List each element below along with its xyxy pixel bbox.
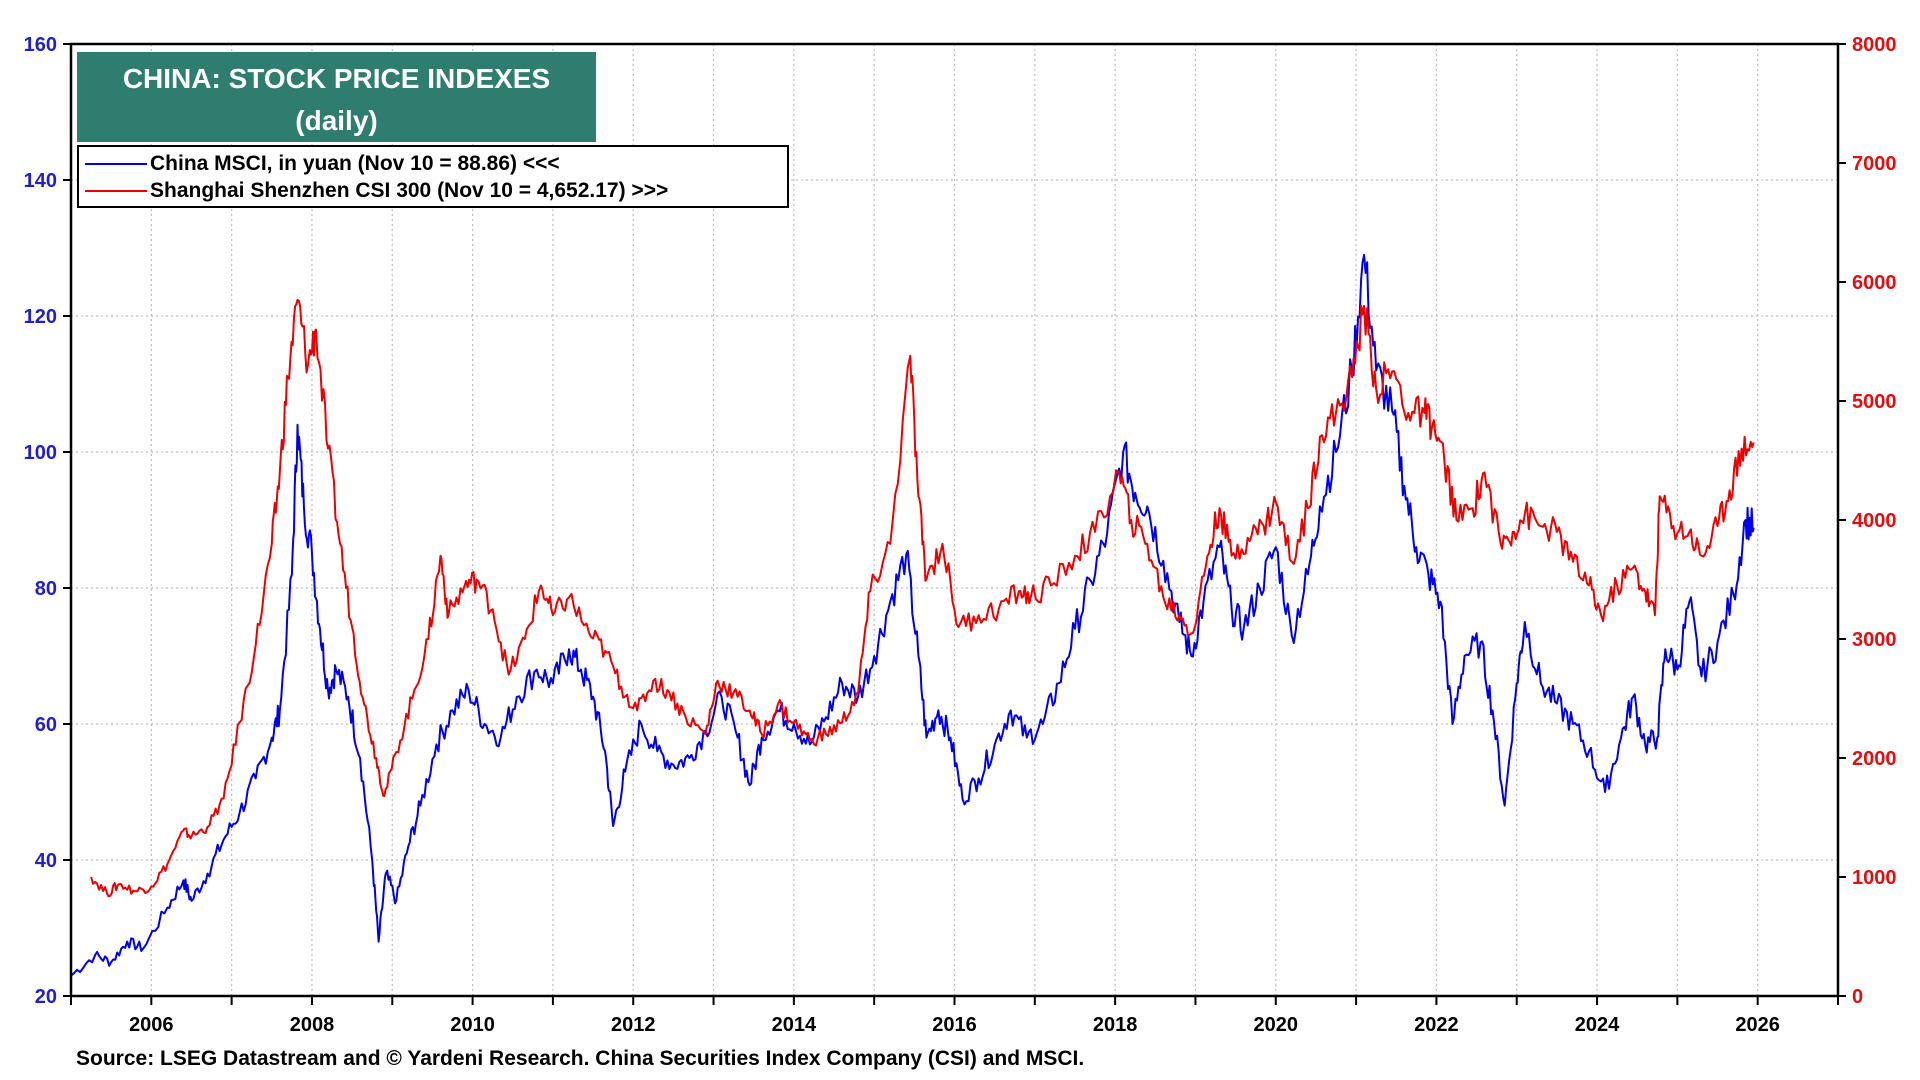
y-left-tick-label: 80	[35, 578, 57, 600]
x-tick-label: 2018	[1093, 1014, 1138, 1036]
source-note: Source: LSEG Datastream and © Yardeni Re…	[76, 1047, 1085, 1070]
y-left-tick-label: 60	[35, 714, 57, 736]
chart-title-box: CHINA: STOCK PRICE INDEXES (daily)	[77, 52, 596, 142]
grid-lines	[71, 44, 1838, 996]
x-tick-label: 2012	[611, 1014, 656, 1036]
y-left-tick-label: 40	[35, 850, 57, 872]
y-right-tick-label: 1000	[1852, 867, 1897, 889]
chart-title: CHINA: STOCK PRICE INDEXES	[122, 63, 551, 94]
y-right-tick-label: 8000	[1852, 34, 1897, 56]
x-tick-label: 2026	[1735, 1014, 1780, 1036]
legend-label-msci: China MSCI, in yuan (Nov 10 = 88.86) <<<	[150, 152, 560, 175]
y-right-tick-label: 2000	[1852, 748, 1897, 770]
y-left-tick-label: 120	[24, 306, 57, 328]
y-right-tick-label: 6000	[1852, 272, 1897, 294]
y-left-tick-label: 20	[35, 986, 57, 1008]
y-right-tick-label: 4000	[1852, 510, 1897, 532]
y-left-tick-label: 160	[24, 34, 57, 56]
x-tick-label: 2014	[772, 1014, 817, 1036]
y-right-tick-label: 0	[1852, 986, 1863, 1008]
legend: China MSCI, in yuan (Nov 10 = 88.86) <<<…	[77, 145, 789, 208]
x-tick-label: 2008	[290, 1014, 335, 1036]
legend-item-msci: China MSCI, in yuan (Nov 10 = 88.86) <<<	[79, 150, 787, 178]
x-tick-label: 2006	[129, 1014, 174, 1036]
series-line-msci	[70, 253, 1755, 977]
legend-swatch-csi300	[85, 190, 147, 192]
chart-subtitle: (daily)	[295, 105, 378, 136]
x-tick-label: 2016	[932, 1014, 977, 1036]
x-tick-label: 2020	[1254, 1014, 1299, 1036]
y-left-tick-label: 100	[24, 442, 57, 464]
y-right-tick-label: 5000	[1852, 391, 1897, 413]
y-right-tick-label: 3000	[1852, 629, 1897, 651]
legend-swatch-msci	[85, 163, 147, 165]
legend-item-csi300: Shanghai Shenzhen CSI 300 (Nov 10 = 4,65…	[79, 177, 787, 205]
y-left-tick-label: 140	[24, 170, 57, 192]
legend-label-csi300: Shanghai Shenzhen CSI 300 (Nov 10 = 4,65…	[150, 179, 669, 202]
axis-ticks: 20 40 60 80 100 120 140 160 0 1000 2000 3000 4000 500…	[24, 34, 1897, 1036]
y-right-tick-label: 7000	[1852, 153, 1897, 175]
series-lines	[70, 253, 1755, 977]
x-tick-label: 2010	[450, 1014, 495, 1036]
x-tick-label: 2022	[1414, 1014, 1459, 1036]
x-tick-label: 2024	[1575, 1014, 1620, 1036]
series-line-csi300	[90, 298, 1755, 898]
